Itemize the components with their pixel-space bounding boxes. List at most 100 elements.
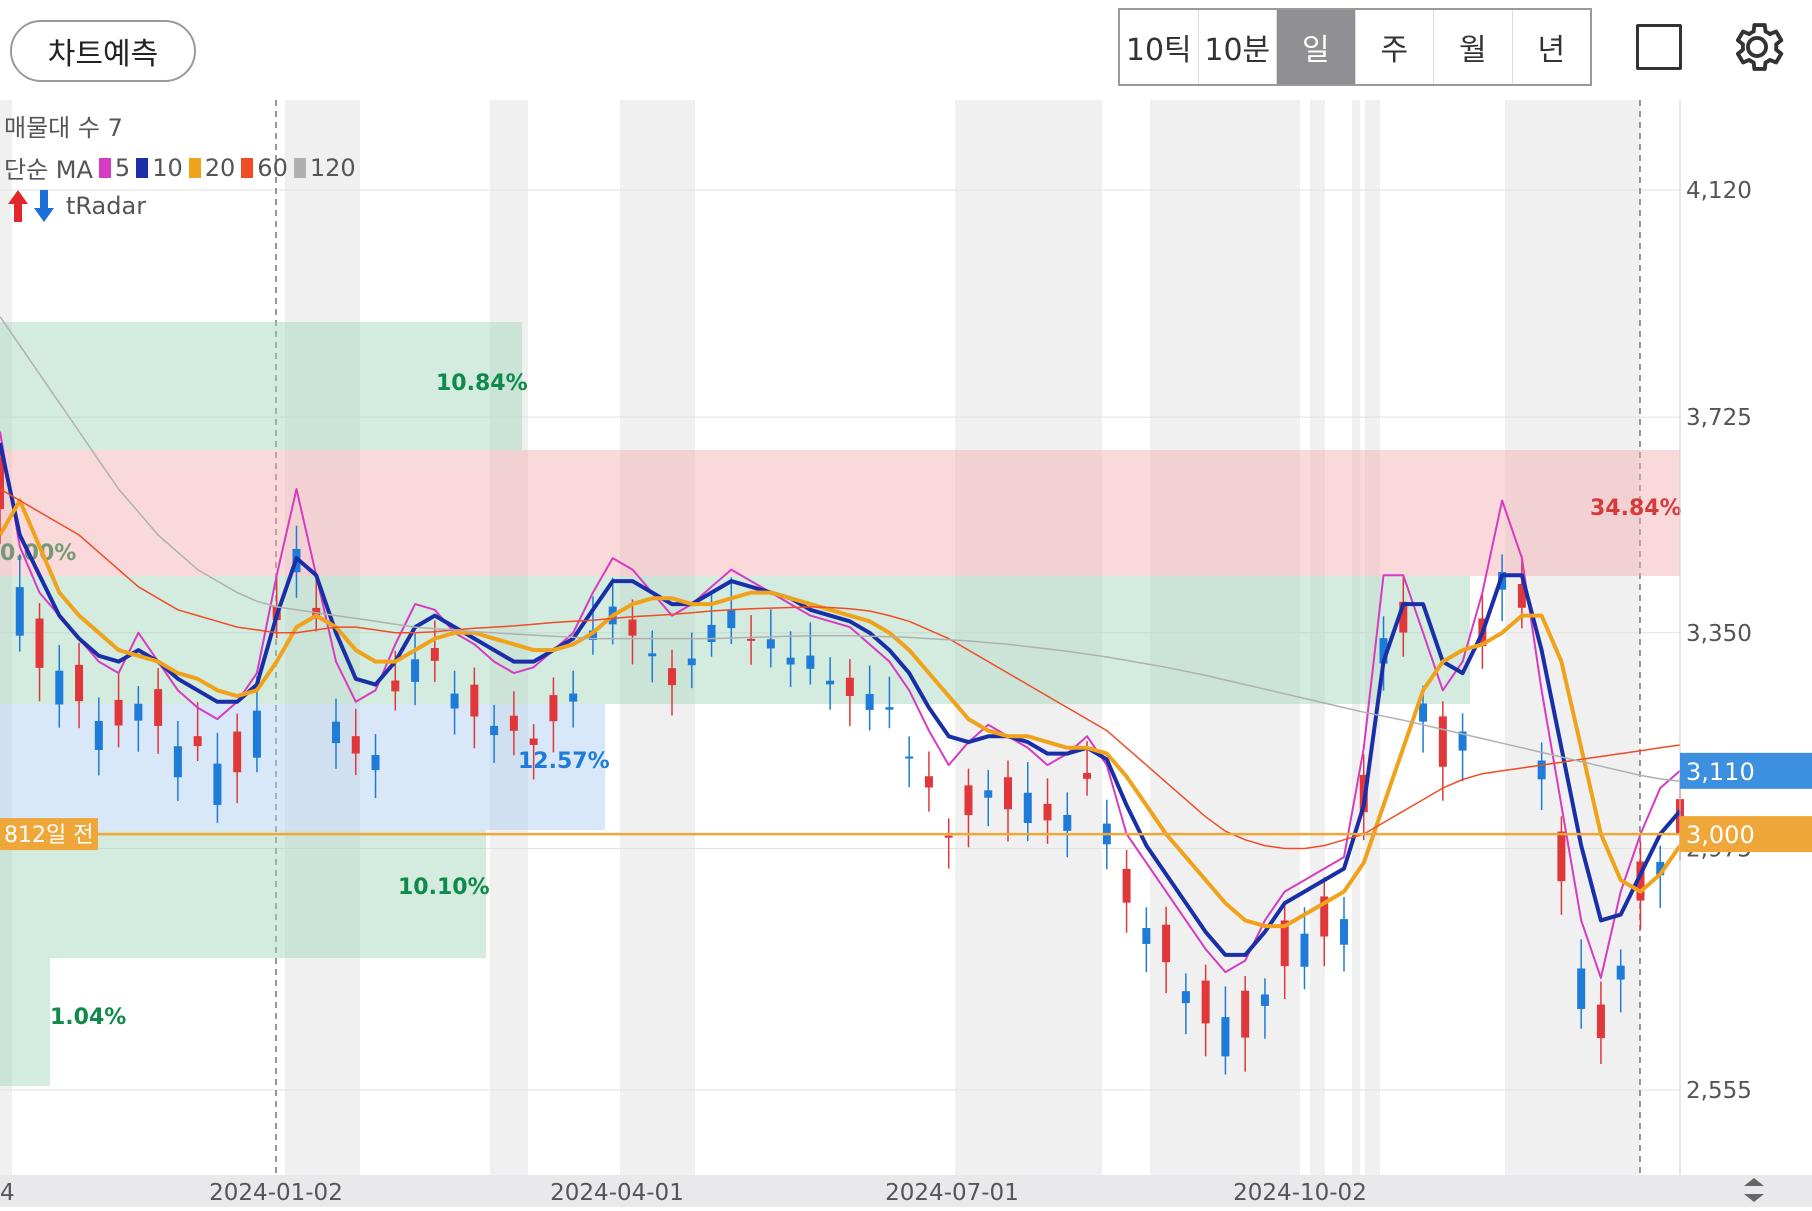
zone-bar-5 [0,958,50,1086]
legend-volume: 매물대 수 7 [4,108,123,143]
y-tick-label-4: 2,555 [1686,1078,1752,1104]
candle-body-20 [391,680,400,692]
ma5-line [0,431,1681,979]
candle-body-53 [1043,803,1052,821]
volume-profile-zones: 0.00%10.84%34.84%12.57%10.10%1.04% [0,322,1682,1086]
zone-label-1: 10.84% [436,371,528,396]
candle-body-55 [1083,773,1092,779]
candle-body-4 [75,664,84,702]
zone-label-4: 10.10% [398,875,490,900]
current-price-badge [1680,752,1812,789]
candle-body-73 [1438,716,1447,767]
candle-body-1 [15,587,24,636]
candle-body-0 [0,457,4,510]
candle-body-11 [213,763,222,805]
fullscreen-square-icon[interactable] [1636,24,1682,70]
candle-body-42 [826,680,835,685]
period-tab-10tick[interactable]: 10틱 [1120,10,1199,84]
top-toolbar: 차트예측 10틱 10분 일 주 월 년 [0,0,1812,100]
ma20-swatch [188,157,201,178]
candle-body-66 [1300,933,1309,967]
candle-body-16 [312,607,321,616]
zone-bar-2 [0,450,1680,576]
candle-body-18 [351,736,360,754]
candle-body-52 [1023,792,1032,823]
radar-arrows-icon [8,190,54,222]
candle-body-33 [648,653,657,657]
candle-body-7 [134,703,143,721]
candle-body-51 [1004,777,1012,810]
moving-averages [0,316,1682,979]
ma120-swatch [293,157,306,178]
candle-body-27 [529,738,538,745]
price-chart[interactable]: 0.00%10.84%34.84%12.57%10.10%1.04% 812일 … [0,100,1812,1207]
period-tab-day[interactable]: 일 [1277,10,1356,84]
target-note-text: 812일 전 [4,823,93,848]
y-axis-panel [1680,100,1812,1207]
zone-bar-4 [0,830,486,958]
ma20-label: 20 [204,153,236,182]
candle-body-17 [332,721,340,744]
period-tab-week[interactable]: 주 [1356,10,1434,84]
grid [0,100,1680,1175]
gear-icon[interactable] [1726,16,1788,78]
candle-body-44 [865,693,874,710]
candle-body-29 [569,693,578,702]
candle-body-6 [114,699,123,726]
axes: 4,1203,7253,3502,9752,5553,1103,00042024… [0,100,1812,1207]
candle-body-39 [766,639,775,649]
ma120-line [0,316,1681,782]
ma10-label: 10 [152,153,183,182]
period-tab-month[interactable]: 월 [1434,10,1513,84]
candle-body-24 [470,684,479,717]
period-tab-10min[interactable]: 10분 [1199,10,1277,84]
period-tab-year[interactable]: 년 [1537,33,1566,68]
ma120-label: 120 [309,153,356,182]
target-price-badge [1680,816,1812,853]
candle-body-40 [786,657,795,665]
chart-predict-button[interactable]: 차트예측 [10,20,196,82]
candle-body-47 [924,776,933,788]
legend-volume-label: 매물대 수 7 [4,114,123,142]
legend-radar: tRadar [4,188,146,224]
zone-label-2: 34.84% [1590,496,1682,521]
candle-body-54 [1063,814,1072,831]
target-price-label: 3,000 [1686,821,1755,849]
candle-body-43 [845,677,854,697]
target-note-badge [0,818,98,851]
candle-body-62 [1221,1017,1230,1057]
zone-label-5: 1.04% [50,1005,126,1030]
candle-body-61 [1201,980,1210,1024]
ma60-swatch [241,157,254,178]
candle-body-64 [1260,994,1269,1006]
candle-body-71 [1399,601,1408,633]
candle-body-58 [1142,928,1151,944]
candle-body-81 [1596,1004,1605,1039]
candle-body-48 [944,835,953,838]
candle-body-30 [588,630,597,641]
candle-body-82 [1616,965,1625,980]
candle-body-72 [1419,703,1428,722]
candle-body-26 [509,715,518,731]
candle-body-32 [628,619,637,636]
candlestick-chart[interactable]: 0.00%10.84%34.84%12.57%10.10%1.04% 812일 … [0,100,1812,1207]
x-tick-label-0: 4 [0,1180,15,1206]
candle-body-70 [1379,638,1388,664]
candle-body-37 [727,610,736,629]
candle-body-13 [252,710,261,758]
y-tick-label-2: 3,350 [1686,621,1752,647]
candle-body-28 [549,695,558,722]
y-tick-label-1: 3,725 [1686,405,1752,431]
shade-band-0 [0,100,12,1180]
candle-body-74 [1458,731,1467,751]
x-tick-label-1: 2024-01-02 [209,1180,343,1206]
candle-body-23 [450,693,459,709]
ma10-line [0,442,1682,957]
legend-radar-label: tRadar [66,192,147,220]
candle-body-8 [154,689,163,726]
annotations: 812일 전 [0,818,1680,851]
candle-body-67 [1320,896,1329,937]
current-price-label: 3,110 [1686,758,1755,786]
x-axis-band [0,1175,1812,1207]
zone-label-3: 12.57% [518,749,610,774]
